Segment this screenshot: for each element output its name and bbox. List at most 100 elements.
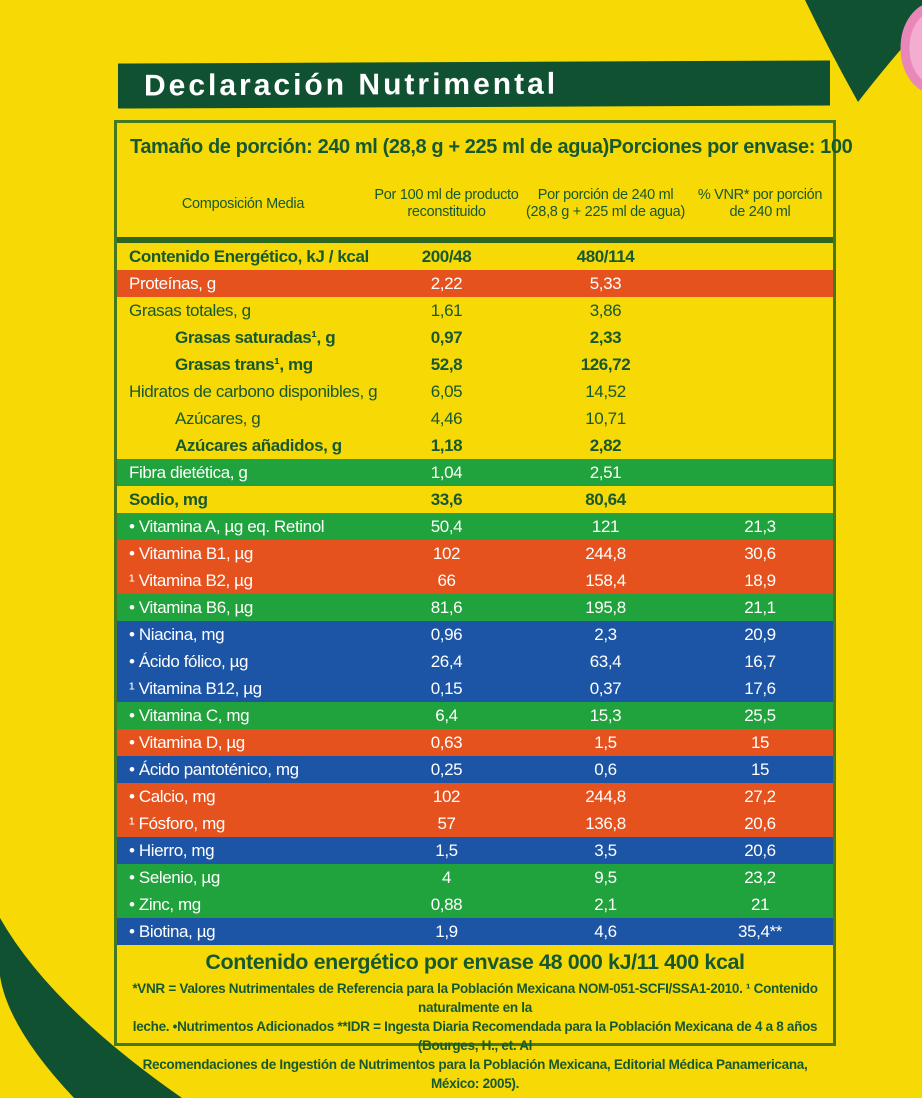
row-label: • Calcio, mg [129, 786, 216, 806]
row-value: 0,96 [430, 624, 463, 644]
row-value: 0,15 [430, 678, 463, 698]
column-header-per-100ml: Por 100 ml de producto reconstituido [374, 187, 519, 220]
row-value: 35,4** [738, 921, 782, 941]
row-value: 2,22 [430, 273, 463, 293]
row-value: 3,86 [589, 300, 622, 320]
row-value: 20,6 [744, 813, 776, 833]
row-value: 0,88 [430, 894, 463, 914]
row-label: • Niacina, mg [129, 624, 225, 644]
table-row: Fibra dietética, g 1,04 2,51 [117, 459, 833, 486]
portion-header: Tamaño de porción: 240 ml (28,8 g + 225 … [117, 123, 853, 171]
table-row: ¹ Vitamina B12, µg 0,15 0,37 17,6 [117, 675, 833, 702]
table-row: • Vitamina B1, µg 102 244,8 30,6 [117, 540, 833, 567]
table-row: Contenido Energético, kJ / kcal 200/48 480… [117, 243, 833, 270]
row-label: Azúcares añadidos, g [175, 435, 342, 455]
row-value: 4 [441, 867, 452, 887]
row-label: • Vitamina C, mg [129, 705, 250, 725]
row-label: Grasas totales, g [129, 300, 251, 320]
row-label: • Vitamina B1, µg [129, 543, 253, 563]
row-value: 6,4 [435, 705, 458, 725]
row-value: 17,6 [744, 678, 776, 698]
row-label: Contenido Energético, kJ / kcal [129, 246, 369, 266]
row-value: 50,4 [430, 516, 463, 536]
row-value: 14,52 [585, 381, 626, 401]
table-row: • Ácido fólico, µg 26,4 63,4 16,7 [117, 648, 833, 675]
row-value: 1,18 [430, 435, 463, 455]
table-row: Azúcares añadidos, g 1,18 2,82 [117, 432, 833, 459]
table-row: Grasas saturadas¹, g 0,97 2,33 [117, 324, 833, 351]
row-value: 16,7 [744, 651, 776, 671]
row-value: 26,4 [430, 651, 463, 671]
row-label: ¹ Vitamina B2, µg [129, 570, 253, 590]
nutrition-table: Tamaño de porción: 240 ml (28,8 g + 225 … [114, 120, 853, 1091]
row-value: 18,9 [744, 570, 776, 590]
row-value: 158,4 [585, 570, 626, 590]
row-value: 136,8 [585, 813, 626, 833]
row-value: 15 [750, 759, 770, 779]
row-value: 33,6 [430, 489, 463, 509]
row-value: 126,72 [580, 354, 631, 374]
row-value: 20,6 [744, 840, 776, 860]
row-value: 81,6 [430, 597, 463, 617]
table-row: Hidratos de carbono disponibles, g 6,05 14… [117, 378, 833, 405]
row-value: 121 [591, 516, 620, 536]
table-row: • Hierro, mg 1,5 3,5 20,6 [117, 837, 833, 864]
row-value: 80,64 [585, 489, 626, 509]
row-value: 66 [437, 570, 456, 590]
column-headers: Composición Media Por 100 ml de producto… [117, 171, 833, 237]
energy-per-package-line: Contenido energético por envase 48 000 k… [205, 949, 745, 974]
row-value: 0,63 [430, 732, 463, 752]
row-value: 20,9 [744, 624, 776, 644]
row-value: 0,25 [430, 759, 463, 779]
row-value: 4,46 [430, 408, 463, 428]
row-value: 63,4 [589, 651, 622, 671]
row-value: 195,8 [585, 597, 626, 617]
row-label: Fibra dietética, g [129, 462, 248, 482]
row-label: • Ácido fólico, µg [129, 651, 249, 671]
row-value: 9,5 [594, 867, 617, 887]
row-label: Grasas trans¹, mg [175, 354, 313, 374]
row-value: 0,6 [594, 759, 617, 779]
row-value: 1,5 [594, 732, 617, 752]
footnotes-text: *VNR = Valores Nutrimentales de Referenc… [132, 981, 818, 1091]
row-label: Proteínas, g [129, 273, 216, 293]
row-value: 1,5 [435, 840, 458, 860]
row-value: 244,8 [585, 543, 626, 563]
row-value: 480/114 [576, 246, 635, 266]
row-label: • Zinc, mg [129, 894, 201, 914]
row-value: 23,2 [744, 867, 776, 887]
table-row: • Calcio, mg 102 244,8 27,2 [117, 783, 833, 810]
column-header-per-portion: Por porción de 240 ml (28,8 g + 225 ml d… [526, 187, 685, 220]
table-row: Proteínas, g 2,22 5,33 [117, 270, 833, 297]
section-title-bar: Declaración Nutrimental [118, 60, 830, 109]
row-label: • Vitamina A, µg eq. Retinol [129, 516, 325, 536]
row-value: 4,6 [594, 921, 617, 941]
row-value: 2,3 [594, 624, 617, 644]
row-value: 2,1 [594, 894, 617, 914]
table-row: Grasas trans¹, mg 52,8 126,72 [117, 351, 833, 378]
row-value: 2,51 [589, 462, 622, 482]
row-value: 0,37 [589, 678, 622, 698]
row-value: 52,8 [430, 354, 463, 374]
table-row: ¹ Vitamina B2, µg 66 158,4 18,9 [117, 567, 833, 594]
table-row: Sodio, mg 33,6 80,64 [117, 486, 833, 513]
row-label: • Biotina, µg [129, 921, 216, 941]
row-label: Azúcares, g [175, 408, 261, 428]
row-value: 57 [437, 813, 456, 833]
row-value: 6,05 [430, 381, 463, 401]
row-value: 10,71 [585, 408, 626, 428]
row-label: • Hierro, mg [129, 840, 215, 860]
row-value: 102 [432, 786, 461, 806]
row-value: 244,8 [585, 786, 626, 806]
portions-per-package-label: Porciones por envase: 100 [608, 135, 853, 158]
column-header-vnr: % VNR* por porción de 240 ml [697, 187, 823, 220]
portion-size-label: Tamaño de porción: 240 ml (28,8 g + 225 … [130, 135, 609, 158]
row-value: 15 [750, 732, 770, 752]
page-title: Declaración Nutrimental [144, 67, 559, 102]
row-value: 2,82 [589, 435, 622, 455]
row-label: ¹ Fósforo, mg [129, 813, 225, 833]
table-row: • Niacina, mg 0,96 2,3 20,9 [117, 621, 833, 648]
row-label: Hidratos de carbono disponibles, g [129, 381, 378, 401]
row-label: Grasas saturadas¹, g [175, 327, 336, 347]
